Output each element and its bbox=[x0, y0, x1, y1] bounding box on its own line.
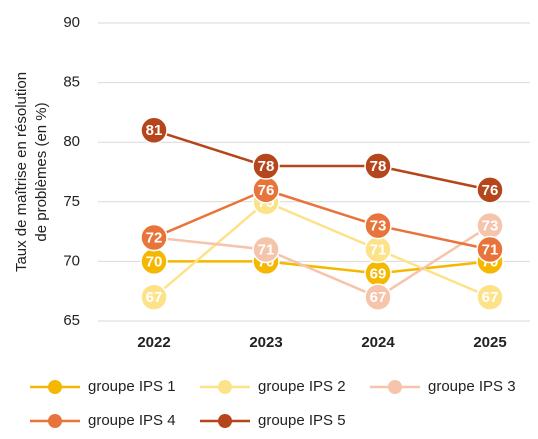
data-point bbox=[252, 235, 280, 264]
data-point bbox=[140, 283, 168, 311]
y-axis-label: Taux de maîtrise en résolution bbox=[13, 72, 30, 272]
legend-label: groupe IPS 3 bbox=[428, 378, 516, 395]
legend-item: groupe IPS 3 bbox=[370, 378, 516, 395]
data-point bbox=[476, 235, 504, 264]
data-label: 71 bbox=[482, 241, 499, 258]
series-line bbox=[154, 260, 491, 275]
data-point bbox=[140, 116, 168, 145]
data-point bbox=[364, 152, 392, 180]
y-axis-label: de problèmes (en %) bbox=[33, 102, 50, 241]
legend-label: groupe IPS 5 bbox=[258, 412, 346, 429]
series-line bbox=[153, 129, 491, 192]
data-point bbox=[476, 283, 504, 311]
series-line bbox=[153, 224, 491, 299]
x-tick-label: 2023 bbox=[249, 334, 282, 351]
legend-item: groupe IPS 4 bbox=[30, 412, 176, 429]
legend-item: groupe IPS 2 bbox=[200, 378, 346, 395]
data-label: 71 bbox=[258, 241, 275, 258]
data-point bbox=[476, 176, 504, 204]
data-label: 67 bbox=[146, 289, 163, 306]
legend-marker bbox=[388, 380, 402, 394]
legend-label: groupe IPS 1 bbox=[88, 378, 176, 395]
x-tick-label: 2024 bbox=[361, 334, 395, 351]
legend-label: groupe IPS 4 bbox=[88, 412, 176, 429]
data-label: 70 bbox=[146, 253, 163, 270]
legend-marker bbox=[218, 380, 232, 394]
y-tick-label: 70 bbox=[63, 252, 80, 269]
data-point bbox=[252, 152, 280, 180]
data-label: 72 bbox=[146, 230, 163, 247]
legend-item: groupe IPS 1 bbox=[30, 378, 176, 395]
y-tick-label: 65 bbox=[63, 312, 80, 329]
legend-marker bbox=[218, 414, 232, 428]
data-point bbox=[140, 223, 168, 252]
data-label: 67 bbox=[482, 289, 499, 306]
y-tick-label: 85 bbox=[63, 74, 80, 91]
data-label: 78 bbox=[370, 158, 387, 175]
x-tick-label: 2022 bbox=[137, 334, 170, 351]
data-point bbox=[364, 211, 392, 240]
y-tick-label: 90 bbox=[63, 14, 80, 31]
y-tick-label: 80 bbox=[63, 133, 80, 150]
series-line bbox=[153, 200, 491, 299]
x-tick-label: 2025 bbox=[473, 334, 506, 351]
data-label: 67 bbox=[370, 289, 387, 306]
legend-label: groupe IPS 2 bbox=[258, 378, 346, 395]
legend-item: groupe IPS 5 bbox=[200, 412, 346, 429]
legend-marker bbox=[48, 380, 62, 394]
y-tick-label: 75 bbox=[63, 193, 80, 210]
data-label: 76 bbox=[482, 182, 499, 199]
data-point bbox=[364, 283, 392, 311]
data-label: 78 bbox=[258, 158, 275, 175]
data-label: 71 bbox=[370, 241, 387, 258]
data-label: 69 bbox=[370, 265, 387, 282]
data-label: 76 bbox=[258, 182, 275, 199]
legend-marker bbox=[48, 414, 62, 428]
series-line bbox=[153, 188, 491, 251]
data-label: 81 bbox=[146, 122, 163, 139]
data-label: 73 bbox=[370, 218, 387, 235]
data-label: 73 bbox=[482, 218, 499, 235]
